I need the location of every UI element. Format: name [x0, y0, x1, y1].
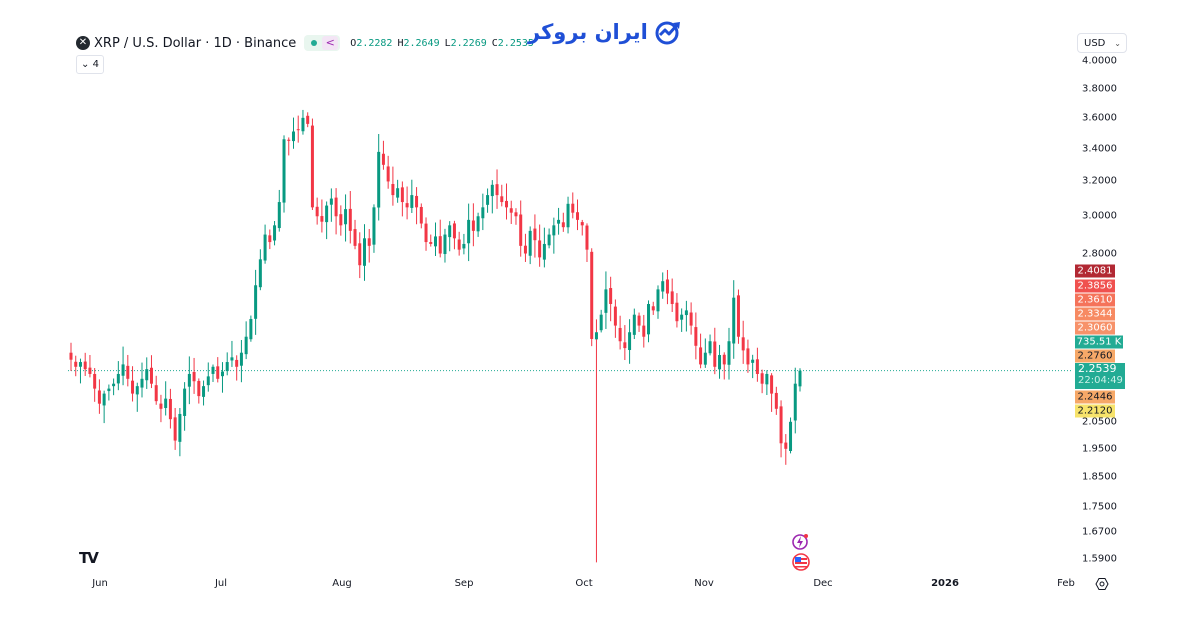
- symbol-title[interactable]: XRP / U.S. Dollar · 1D · Binance: [94, 35, 297, 51]
- time-tick: Feb: [1057, 578, 1075, 589]
- earnings-flash-icon[interactable]: [790, 532, 810, 552]
- price-level-label: 2.3060: [1075, 321, 1115, 335]
- time-tick: Jul: [214, 578, 228, 589]
- price-tick: 3.8000: [1082, 83, 1117, 95]
- market-status[interactable]: <: [304, 35, 341, 51]
- price-tick: 4.0000: [1082, 55, 1117, 67]
- price-level-label: 2.2446: [1075, 390, 1115, 404]
- price-level-label: 735.51 K: [1075, 335, 1123, 349]
- time-tick: Oct: [575, 578, 593, 589]
- time-tick: Nov: [694, 578, 714, 589]
- brand-watermark: ایران بروکر: [528, 18, 682, 46]
- time-tick: Sep: [454, 578, 474, 589]
- xrp-icon: ✕: [76, 36, 90, 50]
- price-tick: 3.4000: [1082, 143, 1117, 155]
- price-tick: 1.7500: [1082, 501, 1117, 513]
- close-value: 2.2535: [497, 37, 534, 49]
- price-tick: 1.5900: [1082, 553, 1117, 565]
- price-tick: 1.6700: [1082, 526, 1117, 538]
- chevron-down-icon: ⌄: [1114, 39, 1121, 48]
- price-level-label: 2.3344: [1075, 307, 1115, 321]
- tradingview-logo-icon[interactable]: TV: [79, 549, 99, 567]
- high-value: 2.2649: [403, 37, 440, 49]
- price-level-label: 2.2120: [1075, 404, 1115, 418]
- price-tick: 3.2000: [1082, 175, 1117, 187]
- ohlc-values: O 2.2282 H 2.2649 L 2.2269 C 2.2535: [350, 38, 539, 49]
- open-key: O: [350, 37, 357, 49]
- price-tick: 1.9500: [1082, 443, 1117, 455]
- price-tick: 1.8500: [1082, 471, 1117, 483]
- open-value: 2.2282: [356, 37, 393, 49]
- time-tick: Dec: [813, 578, 833, 589]
- close-key: C: [491, 37, 498, 49]
- last-price-label: 2.2539 22:04:49: [1075, 363, 1125, 389]
- high-key: H: [397, 37, 404, 49]
- brand-growth-logo-icon: [655, 21, 680, 45]
- gear-icon[interactable]: [1095, 577, 1109, 591]
- indicators-collapse-button[interactable]: ⌄ 4: [76, 55, 104, 74]
- price-tick: 2.8000: [1082, 248, 1117, 259]
- market-open-dot-icon: [311, 40, 318, 46]
- price-level-label: 2.3610: [1075, 293, 1115, 307]
- low-value: 2.2269: [450, 37, 487, 49]
- price-level-label: 2.2760: [1075, 349, 1115, 363]
- price-level-label: 2.4081: [1075, 264, 1115, 278]
- time-tick: 2026: [931, 578, 959, 589]
- low-key: L: [444, 37, 451, 49]
- price-level-label: 2.3856: [1075, 279, 1115, 293]
- price-tick: 3.0000: [1082, 210, 1117, 222]
- us-economic-event-icon[interactable]: [791, 552, 811, 572]
- currency-value: USD: [1084, 38, 1106, 49]
- time-tick: Aug: [332, 578, 352, 589]
- time-tick: Jun: [92, 578, 108, 589]
- price-tick: 3.6000: [1082, 112, 1117, 124]
- share-icon[interactable]: <: [322, 36, 339, 50]
- brand-text: ایران بروکر: [528, 20, 648, 44]
- currency-select[interactable]: USD ⌄: [1077, 33, 1127, 53]
- price-tick: 2.0500: [1082, 416, 1117, 428]
- symbol-header: ✕ XRP / U.S. Dollar · 1D · Binance < O 2.…: [76, 34, 539, 52]
